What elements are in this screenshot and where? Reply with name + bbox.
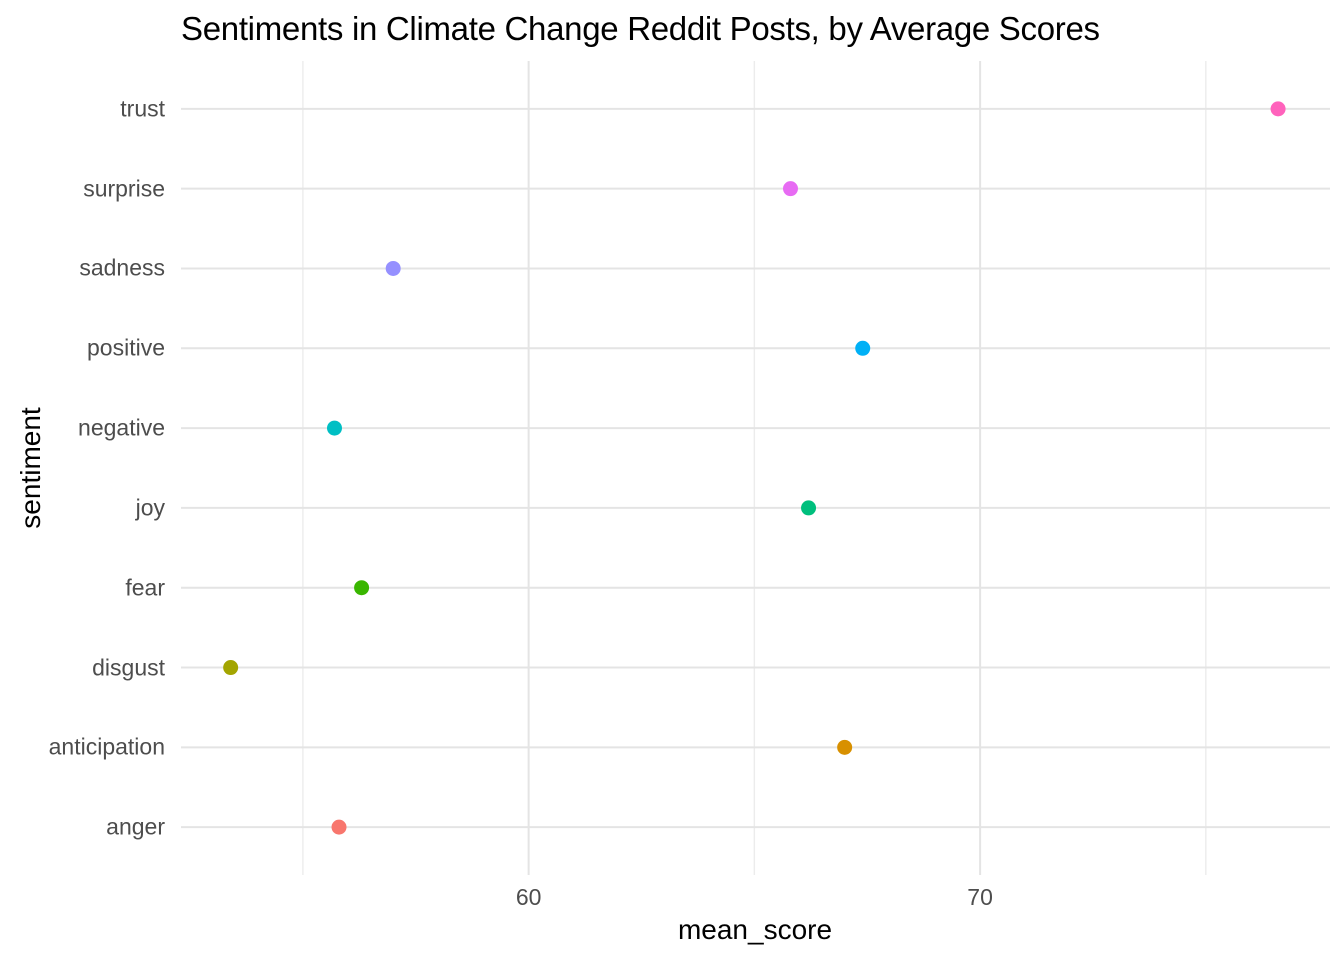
data-point-positive <box>855 340 871 356</box>
data-point-fear <box>354 580 370 596</box>
data-point-joy <box>801 500 817 516</box>
y-tick-label-anticipation: anticipation <box>48 733 165 760</box>
x-axis-title: mean_score <box>677 914 833 945</box>
x-tick-label-70: 70 <box>967 884 993 910</box>
y-tick-label-fear: fear <box>125 574 165 601</box>
data-point-disgust <box>223 660 239 676</box>
data-point-negative <box>327 420 343 436</box>
data-point-sadness <box>385 260 401 276</box>
y-tick-label-anger: anger <box>106 813 165 840</box>
data-point-trust <box>1270 101 1286 117</box>
data-point-anger <box>331 819 347 835</box>
y-tick-label-negative: negative <box>78 414 165 441</box>
y-tick-label-disgust: disgust <box>92 654 165 680</box>
y-tick-label-trust: trust <box>120 95 165 122</box>
chart-title: Sentiments in Climate Change Reddit Post… <box>181 10 1100 47</box>
y-tick-label-positive: positive <box>87 334 165 361</box>
y-tick-label-joy: joy <box>135 494 165 521</box>
data-point-surprise <box>782 181 798 197</box>
data-point-anticipation <box>837 739 853 755</box>
y-tick-label-sadness: sadness <box>79 254 165 281</box>
y-tick-label-surprise: surprise <box>83 175 165 202</box>
x-tick-label-60: 60 <box>515 884 542 910</box>
